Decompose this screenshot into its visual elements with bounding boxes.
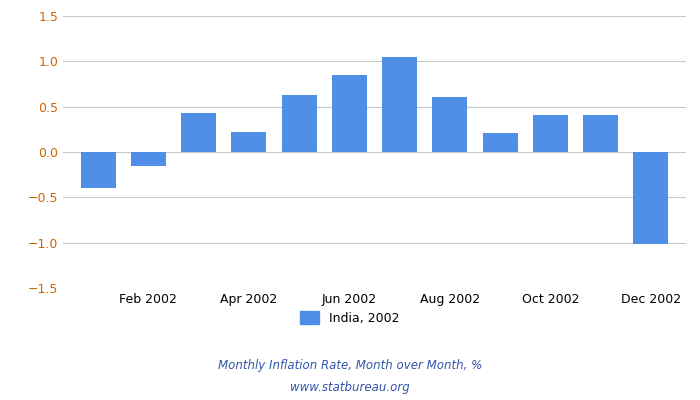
Bar bbox=[281, 95, 316, 152]
Bar bbox=[332, 75, 367, 152]
Bar bbox=[533, 115, 568, 152]
Bar bbox=[181, 113, 216, 152]
Text: www.statbureau.org: www.statbureau.org bbox=[290, 382, 410, 394]
Bar bbox=[583, 115, 618, 152]
Legend: India, 2002: India, 2002 bbox=[295, 306, 405, 330]
Bar bbox=[634, 152, 668, 244]
Bar bbox=[131, 152, 166, 166]
Bar bbox=[80, 152, 116, 188]
Bar bbox=[433, 97, 468, 152]
Bar bbox=[231, 132, 267, 152]
Bar bbox=[382, 57, 417, 152]
Text: Monthly Inflation Rate, Month over Month, %: Monthly Inflation Rate, Month over Month… bbox=[218, 360, 482, 372]
Bar bbox=[482, 133, 518, 152]
